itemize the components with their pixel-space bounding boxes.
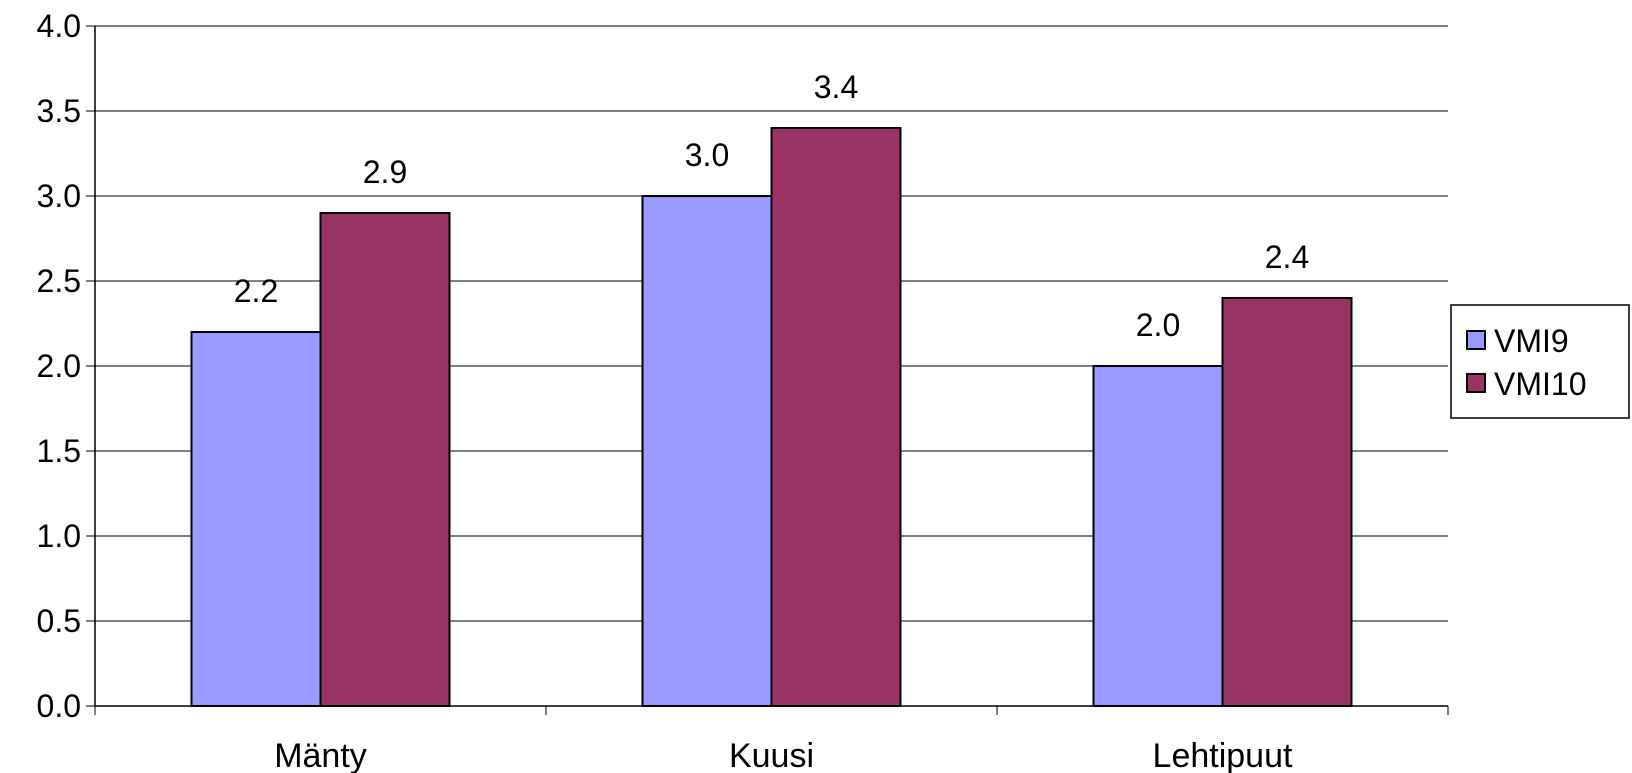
axes [86, 25, 1449, 715]
y-tick-label: 3.0 [37, 178, 81, 214]
bar-vmi9-3 [1092, 365, 1224, 707]
labels: 0.0 0.5 1.0 1.5 2.0 2.5 3.0 3.5 4.0 2.2 2.9 Mänty 3.… [37, 8, 1310, 773]
data-label: 3.4 [814, 69, 858, 105]
category-label: Kuusi [729, 737, 814, 773]
data-label: 2.0 [1136, 307, 1180, 343]
legend-swatch-vmi9 [1466, 330, 1486, 350]
legend-swatch-vmi10 [1466, 373, 1486, 393]
legend-label-vmi10: VMI10 [1494, 366, 1586, 402]
y-tick-label: 2.5 [37, 263, 81, 299]
y-tick-label: 0.0 [37, 688, 81, 724]
data-label: 2.9 [363, 154, 407, 190]
category-label: Lehtipuut [1153, 737, 1293, 773]
y-tick-label: 0.5 [37, 603, 81, 639]
data-label: 2.4 [1265, 239, 1309, 275]
bar-vmi9-2 [641, 195, 773, 707]
y-tick-label: 1.0 [37, 518, 81, 554]
legend-box [1450, 304, 1630, 419]
y-tick-label: 3.5 [37, 93, 81, 129]
legend: VMI9 VMI10 [1450, 304, 1630, 419]
y-tick-label: 4.0 [37, 8, 81, 44]
data-label: 3.0 [685, 137, 729, 173]
y-tick-label: 2.0 [37, 348, 81, 384]
bar-vmi10-3 [1221, 297, 1353, 707]
category-label: Mänty [274, 737, 367, 773]
data-label: 2.2 [234, 273, 278, 309]
bar-vmi9-1 [190, 331, 322, 707]
bars [190, 127, 1353, 707]
legend-label-vmi9: VMI9 [1494, 323, 1569, 359]
bar-vmi10-1 [319, 212, 451, 707]
y-tick-label: 1.5 [37, 433, 81, 469]
bar-vmi10-2 [770, 127, 902, 707]
